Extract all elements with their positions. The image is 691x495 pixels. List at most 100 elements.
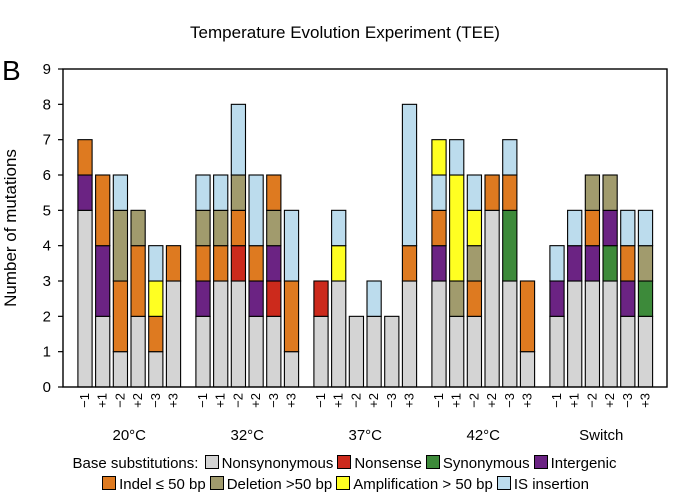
bar-segment-intergenic [95, 245, 111, 317]
bar-segment-amplification [331, 245, 347, 282]
bar-segment-is [466, 174, 483, 211]
bar-segment-nonsyn [95, 315, 111, 388]
x-tick-label: −1 [77, 393, 92, 408]
bar-segment-nonsyn [584, 280, 601, 388]
bar-segment-deletion [213, 209, 229, 247]
legend-swatch [209, 476, 224, 490]
legend-label: Deletion >50 bp [226, 476, 333, 493]
bar-segment-indel [484, 174, 500, 211]
bar-segment-intergenic [195, 280, 211, 317]
bar-segment-deletion [266, 209, 282, 247]
bar-segment-indel [95, 174, 111, 247]
x-tick-label: −2 [466, 393, 481, 408]
legend-label: Synonymous [442, 455, 530, 472]
bar-segment-amplification [466, 209, 483, 247]
bar-segment-nonsyn [620, 315, 636, 388]
legend-label: Nonsense [354, 455, 422, 472]
x-tick-label: +3 [520, 393, 535, 408]
legend-label: IS insertion [513, 476, 589, 493]
bar-segment-is [366, 280, 382, 317]
x-tick-label: −2 [348, 393, 363, 408]
legend-item-intergenic: Intergenic [533, 455, 616, 472]
bar-segment-nonsyn [130, 315, 146, 388]
x-tick-label: +1 [449, 393, 464, 408]
bar-segment-nonsyn [283, 351, 300, 388]
bar-segment-indel [213, 245, 229, 282]
bar-segment-deletion [130, 209, 146, 247]
bar-segment-amplification [449, 174, 465, 282]
bar-segment-syn [502, 209, 518, 282]
bar-segment-nonsyn [549, 315, 565, 388]
y-tick-label: 7 [43, 132, 51, 149]
bar-segment-deletion [230, 174, 247, 211]
y-tick-label: 6 [43, 167, 51, 184]
legend-swatch [425, 455, 440, 469]
bar-segment-nonsyn [77, 209, 93, 388]
bar-segment-nonsyn [401, 280, 418, 388]
x-tick-label: +2 [130, 393, 145, 408]
bar-segment-nonsyn [449, 315, 465, 388]
x-tick-label: +2 [484, 393, 499, 408]
legend-prefix: Base substitutions: [72, 455, 199, 472]
panel-label: B [2, 55, 21, 86]
bar-segment-is [549, 245, 565, 282]
bar-segment-is [449, 139, 465, 176]
bar-segment-nonsyn [230, 280, 247, 388]
bar-segment-indel [283, 280, 300, 353]
bar-segment-intergenic [266, 245, 282, 282]
bar-segment-indel [130, 245, 146, 317]
bar-segment-intergenic [567, 245, 583, 282]
bar-segment-is [620, 209, 636, 247]
y-tick-label: 3 [43, 273, 51, 290]
bar-segment-nonsyn [331, 280, 347, 388]
bar-segment-nonsyn [348, 315, 365, 388]
x-tick-label: +2 [366, 393, 381, 408]
x-tick-label: −1 [195, 393, 210, 408]
group-label: 20°C [112, 427, 146, 444]
bar-segment-intergenic [248, 280, 264, 317]
x-tick-label: −3 [148, 393, 163, 408]
bar-segment-indel [148, 315, 164, 353]
bar-segment-is [283, 209, 300, 282]
x-tick-label: +1 [95, 393, 110, 408]
bar-segment-amplification [148, 280, 164, 317]
bar-segment-is [567, 209, 583, 247]
bar-segment-indel [401, 245, 418, 282]
bar-segment-is [401, 103, 418, 247]
group-label: 32°C [230, 427, 264, 444]
bar-segment-intergenic [620, 280, 636, 317]
chart-title: Temperature Evolution Experiment (TEE) [190, 23, 500, 42]
bar-segment-nonsyn [384, 315, 400, 388]
legend-label: Amplification > 50 bp [353, 476, 493, 493]
bar-segment-nonsyn [484, 209, 500, 388]
legend-swatch [336, 476, 351, 490]
bar-segment-is [502, 139, 518, 176]
x-tick-label: −3 [502, 393, 517, 408]
y-tick-label: 2 [43, 308, 51, 325]
bar-segment-nonsyn [313, 315, 329, 388]
bar-segment-indel [248, 245, 264, 282]
legend-label: Nonsynonymous [221, 455, 334, 472]
group-label: 37°C [348, 427, 382, 444]
bar-segment-nonsyn [466, 315, 483, 388]
legend-item-is: IS insertion [496, 476, 589, 493]
bar-segment-is [213, 174, 229, 211]
y-tick-label: 9 [43, 61, 51, 78]
bar-segment-nonsyn [266, 315, 282, 388]
bar-segment-indel [195, 245, 211, 282]
legend-swatch [337, 455, 352, 469]
x-tick-label: −1 [313, 393, 328, 408]
bar-segment-deletion [112, 209, 129, 282]
bar-segment-indel [77, 139, 93, 176]
bar-segment-deletion [466, 245, 483, 282]
bar-segment-is [148, 245, 164, 282]
bar-segment-is [248, 174, 264, 247]
bar-segment-indel [519, 280, 536, 353]
bar-segment-nonsyn [431, 280, 447, 388]
bar-segment-nonsyn [366, 315, 382, 388]
mutation-chart: Temperature Evolution Experiment (TEE) B N… [1, 23, 668, 444]
bar-segment-indel [466, 280, 483, 317]
y-tick-label: 0 [43, 379, 51, 396]
x-tick-label: −1 [431, 393, 446, 408]
bar-segment-nonsyn [195, 315, 211, 388]
